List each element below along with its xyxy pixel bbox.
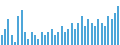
Bar [87,19,89,45]
Bar [54,35,56,45]
Bar [67,29,69,45]
Bar [84,26,86,45]
Bar [27,39,29,45]
Bar [117,6,119,45]
Bar [14,42,16,45]
Bar [94,26,96,45]
Bar [107,16,109,45]
Bar [64,32,66,45]
Bar [24,32,26,45]
Bar [51,29,53,45]
Bar [41,32,43,45]
Bar [104,26,106,45]
Bar [97,19,99,45]
Bar [11,35,13,45]
Bar [91,22,93,45]
Bar [77,22,79,45]
Bar [31,32,33,45]
Bar [101,22,103,45]
Bar [111,19,113,45]
Bar [47,32,49,45]
Bar [21,10,23,45]
Bar [7,19,9,45]
Bar [61,26,63,45]
Bar [74,29,76,45]
Bar [4,29,6,45]
Bar [44,35,46,45]
Bar [1,35,3,45]
Bar [81,16,83,45]
Bar [17,16,19,45]
Bar [37,39,39,45]
Bar [71,22,73,45]
Bar [57,32,59,45]
Bar [34,35,36,45]
Bar [114,13,116,45]
